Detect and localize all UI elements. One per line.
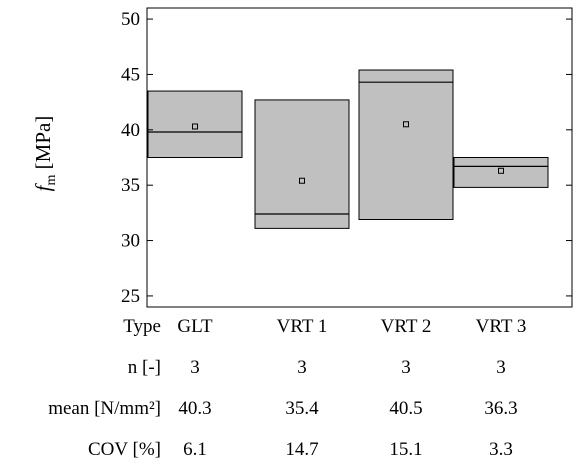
table-row-label: mean [N/mm²] [48, 398, 161, 419]
n-value: 3 [190, 357, 200, 378]
box-range [254, 99, 350, 229]
y-tick-label: 40 [121, 120, 140, 141]
mean-marker [299, 177, 305, 184]
y-tick-label: 35 [121, 175, 140, 196]
type-value: GLT [177, 316, 213, 337]
box-1 [147, 90, 243, 158]
table-row-label: COV [%] [88, 439, 161, 459]
mean-value: 36.3 [484, 398, 517, 419]
y-tick-label: 50 [121, 9, 140, 30]
axes: 25 30 35 40 45 50 fm [MPa] [31, 7, 573, 308]
plot-frame [146, 7, 573, 308]
y-tick-label: 30 [121, 231, 140, 252]
type-value: VRT 1 [277, 316, 328, 337]
mean-marker [403, 121, 409, 128]
box-series [147, 69, 549, 229]
box-4 [453, 157, 549, 188]
mean-value: 40.5 [389, 398, 422, 419]
n-value: 3 [297, 357, 307, 378]
cov-value: 14.7 [285, 439, 318, 459]
mean-value: 35.4 [285, 398, 319, 419]
y-tick-label: 45 [121, 64, 140, 85]
mean-marker [498, 167, 504, 174]
cov-value: 3.3 [489, 439, 513, 459]
mean-value: 40.3 [178, 398, 211, 419]
cov-value: 6.1 [183, 439, 207, 459]
y-tick-label: 25 [121, 286, 140, 307]
table-row-label: n [-] [128, 357, 161, 378]
n-value: 3 [401, 357, 411, 378]
mean-marker [192, 123, 198, 130]
summary-table: Type n [-] mean [N/mm²] COV [%] GLT VRT 1 VRT … [48, 316, 526, 459]
box-range [358, 69, 454, 221]
cov-value: 15.1 [389, 439, 422, 459]
box-3 [358, 69, 454, 221]
table-row-label: Type [123, 316, 161, 337]
n-value: 3 [496, 357, 506, 378]
type-value: VRT 3 [476, 316, 527, 337]
y-axis-label: fm [MPa] [31, 116, 59, 192]
box-2 [254, 99, 350, 229]
type-value: VRT 2 [381, 316, 432, 337]
box-range [453, 157, 549, 188]
